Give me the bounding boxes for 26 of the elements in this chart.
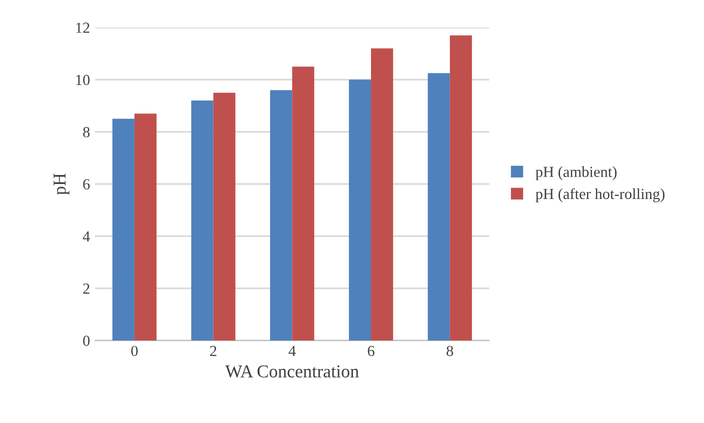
bar [270,90,292,341]
y-tick-label: 2 [83,284,90,294]
bar [112,118,134,341]
bar [428,73,450,341]
y-axis-title: pH [54,174,70,195]
legend-label: pH (after hot-rolling) [536,188,665,202]
bar [371,48,394,341]
y-tick-label: 6 [83,179,90,190]
x-tick-label: 8 [446,346,454,356]
bar [213,92,236,341]
bar [450,35,472,341]
y-tick-label: 0 [83,336,90,346]
x-tick-label: 0 [131,346,138,356]
y-tick-label: 4 [82,231,90,242]
y-tick-label: 12 [76,22,90,33]
x-tick-label: 6 [368,346,374,356]
bar [134,114,157,341]
bar [348,80,372,341]
legend-label: pH (ambient) [536,166,617,180]
y-tick-label: 10 [76,74,90,86]
x-tick-label: 2 [210,346,216,356]
x-axis-title: WA Concentration [225,365,359,378]
x-tick-label: 4 [288,346,296,356]
bar [191,100,214,341]
bar [292,66,314,341]
y-tick-label: 8 [83,126,90,138]
